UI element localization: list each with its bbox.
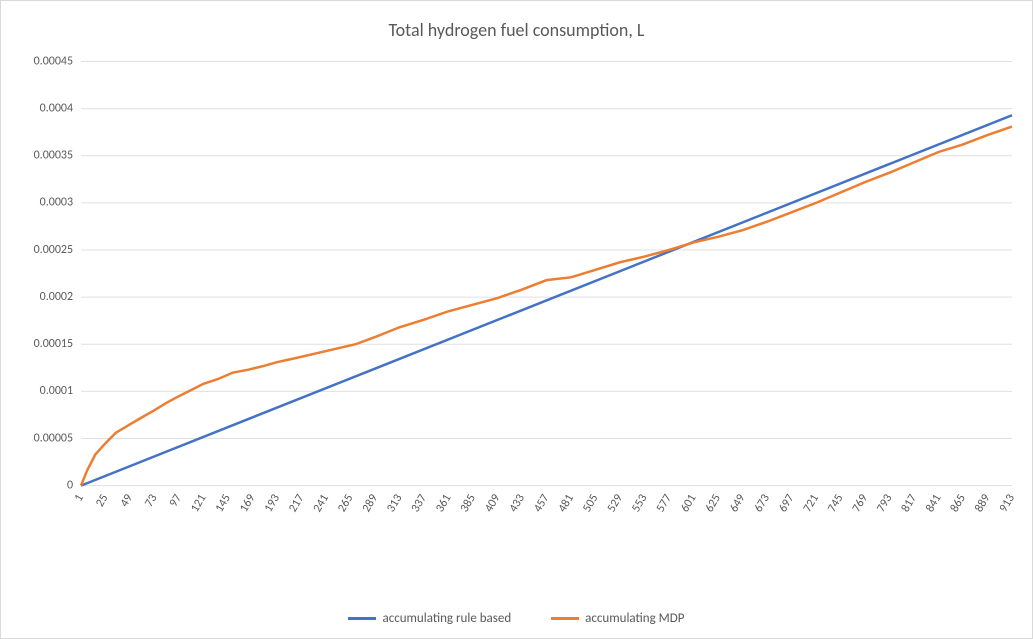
x-tick-label: 913: [997, 492, 1018, 515]
x-tick-label: 457: [531, 492, 552, 515]
y-tick-label: 0.00035: [34, 149, 73, 163]
x-tick-label: 49: [118, 492, 136, 510]
x-tick-label: 577: [654, 492, 675, 515]
x-tick-label: 721: [801, 492, 822, 515]
x-tick-label: 817: [899, 492, 920, 515]
x-tick-label: 73: [142, 492, 160, 510]
x-tick-label: 889: [972, 492, 993, 515]
x-tick-label: 337: [409, 492, 430, 515]
chart-title: Total hydrogen fuel consumption, L: [1, 1, 1032, 51]
legend: accumulating rule based accumulating MDP: [1, 611, 1032, 626]
y-tick-label: 0.0002: [40, 290, 73, 304]
legend-label-rule-based: accumulating rule based: [382, 611, 511, 626]
x-tick-label: 1: [72, 492, 87, 504]
x-tick-label: 745: [825, 492, 846, 515]
x-tick-label: 25: [93, 492, 111, 510]
x-tick-label: 169: [237, 492, 258, 515]
x-tick-label: 769: [850, 492, 871, 515]
x-tick-label: 385: [458, 492, 479, 515]
x-tick-label: 673: [752, 492, 773, 515]
y-tick-label: 0.0003: [40, 196, 73, 210]
x-tick-label: 505: [580, 492, 601, 515]
x-tick-label: 793: [874, 492, 895, 515]
x-tick-label: 361: [433, 492, 454, 515]
x-tick-label: 649: [727, 492, 748, 515]
x-tick-label: 409: [482, 492, 503, 515]
legend-swatch-mdp: [551, 617, 579, 620]
x-tick-label: 145: [213, 492, 234, 515]
x-tick-label: 121: [188, 492, 209, 515]
y-tick-label: 0.0001: [40, 384, 73, 398]
x-tick-label: 481: [556, 492, 577, 515]
y-tick-label: 0.00015: [34, 337, 73, 351]
x-tick-label: 241: [311, 492, 332, 515]
x-tick-label: 313: [384, 492, 405, 515]
legend-item-mdp: accumulating MDP: [551, 611, 684, 626]
x-tick-label: 193: [262, 492, 283, 515]
legend-item-rule-based: accumulating rule based: [348, 611, 511, 626]
y-tick-label: 0.0004: [40, 101, 73, 115]
x-tick-label: 265: [335, 492, 356, 515]
x-tick-label: 625: [703, 492, 724, 515]
series-accumulating-MDP: [81, 127, 1012, 486]
x-tick-label: 697: [776, 492, 797, 515]
y-tick-label: 0.00045: [34, 54, 73, 68]
x-tick-label: 97: [167, 492, 185, 510]
y-tick-label: 0: [67, 478, 73, 492]
legend-swatch-rule-based: [348, 617, 376, 620]
y-tick-label: 0.00025: [34, 243, 73, 257]
plot-svg: 00.000050.00010.000150.00020.000250.0003…: [81, 61, 1012, 541]
x-tick-label: 217: [286, 492, 307, 515]
y-tick-label: 0.00005: [34, 431, 73, 445]
x-tick-label: 433: [507, 492, 528, 515]
legend-label-mdp: accumulating MDP: [585, 611, 684, 626]
x-tick-label: 289: [360, 492, 381, 515]
chart-container: Total hydrogen fuel consumption, L 00.00…: [0, 0, 1033, 639]
x-tick-label: 865: [948, 492, 969, 515]
x-tick-label: 601: [678, 492, 699, 515]
x-tick-label: 553: [629, 492, 650, 515]
x-tick-label: 529: [605, 492, 626, 515]
x-tick-label: 841: [923, 492, 944, 515]
series-accumulating-rule-based: [81, 115, 1012, 485]
plot-region: 00.000050.00010.000150.00020.000250.0003…: [81, 61, 1012, 541]
